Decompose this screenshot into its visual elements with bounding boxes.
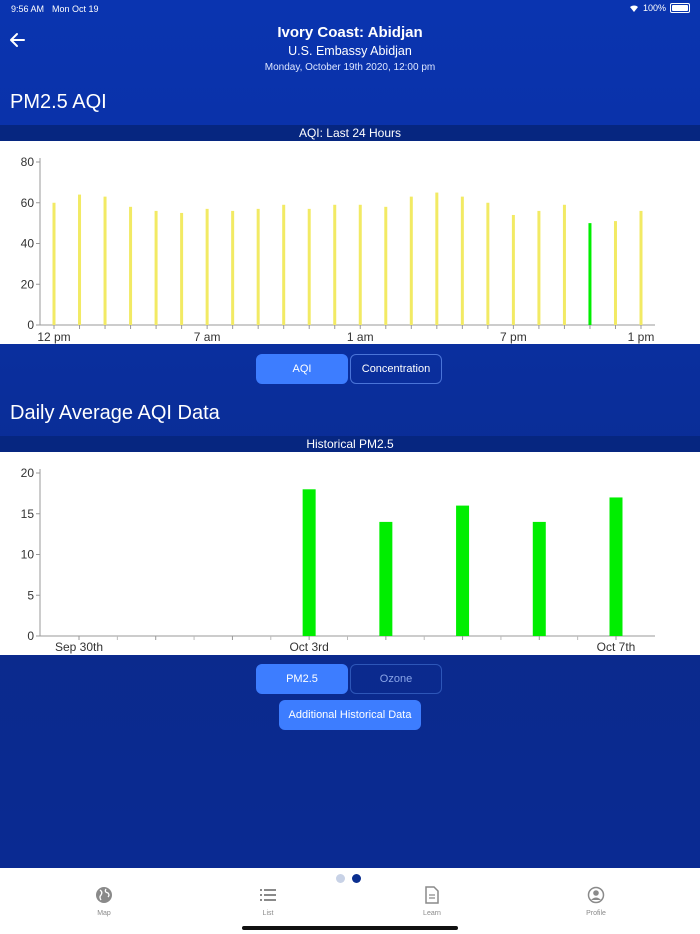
document-icon (425, 886, 439, 904)
historical-chart-svg: 0 5 10 15 20 Sep 30th Oct 3rd Oct 7th (21, 466, 655, 654)
ozone-toggle-button[interactable]: Ozone (350, 664, 442, 694)
aqi-bar (282, 204, 286, 325)
battery-icon (670, 3, 690, 13)
hist-x-tick-label: Oct 7th (597, 640, 636, 654)
aqi-bar (639, 210, 643, 325)
status-bar: 9:56 AM Mon Oct 19 100% (0, 0, 700, 18)
aqi-bar (486, 202, 490, 325)
hist-y-tick-label: 10 (21, 548, 35, 562)
aqi-bar (537, 210, 541, 325)
battery-percent: 100% (642, 3, 666, 13)
aqi-x-tick-label: 7 am (194, 330, 221, 344)
aqi-y-tick-label: 40 (21, 237, 35, 251)
hist-bar (532, 521, 546, 636)
concentration-toggle-button[interactable]: Concentration (350, 354, 442, 384)
aqi-bar (256, 208, 260, 325)
hist-x-tick-label: Oct 3rd (289, 640, 328, 654)
hist-bar (379, 521, 393, 636)
hist-bar (302, 489, 316, 636)
hist-bar (456, 505, 470, 636)
timestamp: Monday, October 19th 2020, 12:00 pm (264, 62, 436, 73)
aqi-bar (435, 192, 439, 325)
home-indicator (242, 926, 458, 930)
status-right: 100% (629, 3, 690, 13)
aqi-bar (384, 206, 388, 325)
globe-icon (96, 887, 112, 903)
page-dot-2[interactable] (352, 874, 361, 883)
aqi-bar (78, 194, 82, 325)
hist-y-tick-label: 15 (21, 507, 35, 521)
tab-profile-label: Profile (586, 910, 606, 917)
aqi-bar (307, 208, 311, 325)
aqi-bar (562, 204, 566, 325)
header: Ivory Coast: Abidjan U.S. Embassy Abidja… (0, 22, 700, 73)
aqi-bar (409, 196, 413, 325)
aqi-y-tick-label: 20 (21, 277, 35, 291)
aqi-x-tick-label: 7 pm (500, 330, 527, 344)
location-title: Ivory Coast: Abidjan (277, 24, 423, 41)
hist-y-tick-label: 5 (27, 588, 34, 602)
aqi-bar (52, 202, 56, 325)
aqi-bar (460, 196, 464, 325)
tab-list[interactable]: List (238, 886, 298, 917)
aqi-bar (180, 212, 184, 325)
aqi-unit-toggle: AQI Concentration (256, 354, 442, 384)
profile-icon (587, 886, 605, 904)
page-dot-1[interactable] (336, 874, 345, 883)
aqi-bar (358, 204, 362, 325)
aqi-toggle-button[interactable]: AQI (256, 354, 348, 384)
aqi-bar (588, 223, 592, 325)
status-date: Mon Oct 19 (52, 4, 99, 14)
tab-learn-label: Learn (423, 910, 441, 917)
aqi-y-tick-label: 0 (27, 318, 34, 332)
historical-chart-caption: Historical PM2.5 (0, 436, 700, 452)
aqi-bar (333, 204, 337, 325)
tab-bar: Map List Learn Profile (0, 886, 700, 920)
aqi-x-tick-label: 12 pm (37, 330, 70, 344)
bottom-area: Map List Learn Profile (0, 868, 700, 934)
aqi-bar (103, 196, 107, 325)
aqi-bar (129, 206, 133, 325)
daily-section-title: Daily Average AQI Data (10, 402, 220, 424)
tab-map[interactable]: Map (74, 886, 134, 917)
aqi-bar (231, 210, 235, 325)
aqi-section-title: PM2.5 AQI (10, 91, 107, 113)
aqi-chart-caption: AQI: Last 24 Hours (0, 125, 700, 141)
back-arrow-icon[interactable] (8, 30, 28, 50)
tab-learn[interactable]: Learn (402, 886, 462, 917)
hist-bar (609, 497, 623, 636)
aqi-y-tick-label: 60 (21, 196, 35, 210)
aqi-bar (511, 214, 515, 325)
hist-x-tick-label: Sep 30th (55, 640, 103, 654)
aqi-bar (613, 221, 617, 325)
aqi-x-tick-label: 1 am (347, 330, 374, 344)
hist-y-tick-label: 20 (21, 466, 35, 480)
aqi-x-tick-label: 1 pm (628, 330, 655, 344)
page-indicator (336, 874, 361, 883)
historical-chart: 0 5 10 15 20 Sep 30th Oct 3rd Oct 7th (0, 452, 700, 655)
pm25-toggle-button[interactable]: PM2.5 (256, 664, 348, 694)
tab-profile[interactable]: Profile (566, 886, 626, 917)
list-icon (260, 889, 276, 901)
additional-historical-data-button[interactable]: Additional Historical Data (279, 700, 421, 730)
pollutant-toggle: PM2.5 Ozone (256, 664, 442, 694)
aqi-bar (205, 208, 209, 325)
station-name: U.S. Embassy Abidjan (288, 44, 412, 58)
hist-y-tick-label: 0 (27, 629, 34, 643)
aqi-chart: 0 20 40 60 80 12 pm 7 am 1 am 7 pm 1 pm (0, 141, 700, 344)
aqi-y-tick-label: 80 (21, 155, 35, 169)
tab-list-label: List (262, 910, 274, 917)
wifi-icon (629, 5, 638, 12)
aqi-chart-svg: 0 20 40 60 80 12 pm 7 am 1 am 7 pm 1 pm (21, 155, 655, 344)
tab-map-label: Map (97, 910, 111, 917)
status-time: 9:56 AM (11, 4, 45, 14)
aqi-bar (154, 210, 158, 325)
